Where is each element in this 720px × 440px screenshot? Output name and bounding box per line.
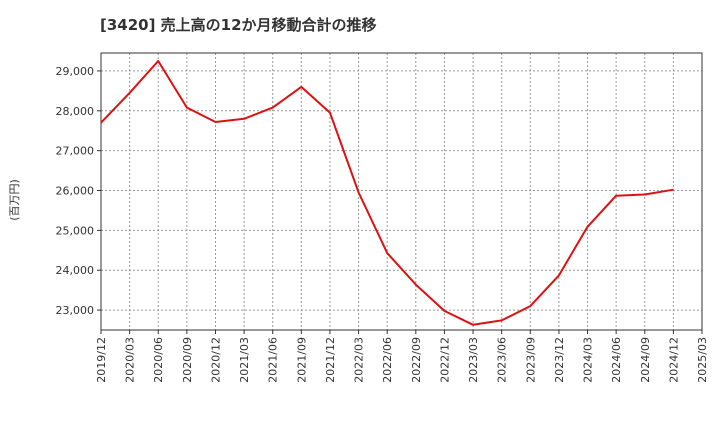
y-tick-label: 25,000 bbox=[56, 224, 95, 237]
x-tick-label: 2021/03 bbox=[238, 337, 251, 383]
y-tick-label: 28,000 bbox=[56, 105, 95, 118]
plot-frame bbox=[100, 52, 703, 331]
x-tick-label: 2020/12 bbox=[209, 337, 222, 383]
series bbox=[100, 60, 674, 326]
y-tick-label: 26,000 bbox=[56, 185, 95, 198]
x-tick-label: 2020/09 bbox=[181, 337, 194, 383]
y-tick-label: 27,000 bbox=[56, 145, 95, 158]
x-tick-label: 2021/09 bbox=[295, 337, 308, 383]
x-tick-label: 2022/09 bbox=[410, 337, 423, 383]
x-tick-label: 2021/06 bbox=[267, 337, 280, 383]
y-tick-label: 24,000 bbox=[56, 264, 95, 277]
x-tick-label: 2022/03 bbox=[353, 337, 366, 383]
chart-title: [3420] 売上高の12か月移動合計の推移 bbox=[100, 16, 377, 34]
x-tick-label: 2024/06 bbox=[610, 337, 623, 383]
x-tick-label: 2023/06 bbox=[496, 337, 509, 383]
x-tick-label: 2021/12 bbox=[324, 337, 337, 383]
y-axis-label: (百万円) bbox=[8, 179, 21, 221]
y-axis-ticks: 23,000 24,000 25,000 26,000 27,000 28,000 29,0… bbox=[56, 65, 101, 317]
x-tick-label: 2020/06 bbox=[152, 337, 165, 383]
x-tick-label: 2023/09 bbox=[524, 337, 537, 383]
x-axis-ticks: 2019/12 2020/03 2020/06 2020/09 2020/12 2021/… bbox=[95, 330, 709, 383]
series-line bbox=[100, 60, 674, 326]
x-tick-label: 2024/12 bbox=[667, 337, 680, 383]
x-tick-label: 2025/03 bbox=[696, 337, 709, 383]
y-tick-label: 23,000 bbox=[56, 304, 95, 317]
grid bbox=[101, 53, 702, 330]
x-tick-label: 2024/09 bbox=[639, 337, 652, 383]
x-tick-label: 2020/03 bbox=[124, 337, 137, 383]
x-tick-label: 2023/03 bbox=[467, 337, 480, 383]
x-tick-label: 2022/12 bbox=[438, 337, 451, 383]
x-tick-label: 2023/12 bbox=[553, 337, 566, 383]
x-tick-label: 2022/06 bbox=[381, 337, 394, 383]
x-tick-label: 2019/12 bbox=[95, 337, 108, 383]
y-tick-label: 29,000 bbox=[56, 65, 95, 78]
x-tick-label: 2024/03 bbox=[582, 337, 595, 383]
